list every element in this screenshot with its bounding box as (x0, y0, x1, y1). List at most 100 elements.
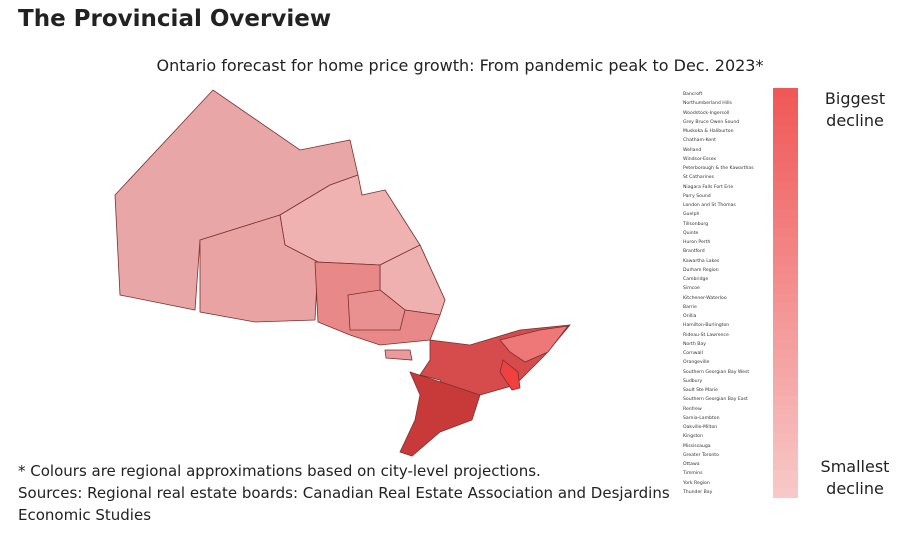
title: The Provincial Overview (18, 6, 332, 32)
region-name: Welland (683, 147, 702, 153)
scale-step (773, 302, 798, 313)
region-name: St Catharines (683, 175, 715, 181)
region-name: Niagara Falls Fort Erie (683, 184, 734, 190)
scale-step (773, 274, 798, 285)
region-name: Bancroft (683, 92, 703, 97)
region-name: Ottawa (683, 462, 700, 467)
scale-step (773, 283, 798, 294)
region-name: Durham Region (683, 267, 719, 273)
scale-step (773, 404, 798, 415)
scale-step (773, 97, 798, 108)
scale-step (773, 414, 798, 424)
region-name: Tillsonburg (683, 221, 709, 227)
footnote: * Colours are regional approximations ba… (18, 462, 541, 480)
scale-step (773, 115, 798, 126)
region (499, 359, 521, 391)
region-name: Brantford (683, 249, 705, 255)
scale-step (773, 125, 798, 136)
scale-step (773, 460, 798, 471)
region-name: Kitchener-Waterloo (683, 295, 727, 301)
region-name: Orangeville (683, 360, 710, 366)
scale-step (773, 143, 798, 154)
scale-step (773, 432, 798, 443)
region-name: Grey Bruce Owen Sound (683, 119, 740, 125)
region-name: Greater Toronto (683, 452, 719, 458)
scale-step (773, 162, 798, 173)
legend-top: Biggest decline (824, 89, 886, 130)
scale-step (773, 246, 798, 257)
scale-step (773, 339, 798, 350)
region-name: Mississauga (683, 443, 711, 449)
scale-step (773, 423, 798, 434)
region-name: York Region (683, 480, 710, 486)
scale-step (773, 348, 798, 359)
region-name: Sarnia-Lambton (683, 415, 720, 421)
scale-step (773, 395, 798, 406)
scale-step (773, 442, 798, 452)
region-name: Thunder Bay (683, 489, 713, 495)
scale-step (773, 265, 798, 275)
scale-step (773, 320, 798, 331)
scale-step (773, 470, 798, 480)
scale-step (773, 218, 798, 229)
region (347, 289, 406, 331)
legend-bottom: Smallest decline (820, 457, 890, 498)
region-name: Muskoka & Haliburton (683, 129, 734, 134)
scale-step (773, 479, 798, 490)
region-name: Cambridge (683, 277, 709, 282)
region-name: Kawartha Lakes (683, 258, 720, 264)
scale-step (773, 106, 798, 117)
scale-step (773, 209, 798, 219)
scale-step (773, 367, 798, 378)
scale-step (773, 255, 798, 266)
region-name: Windsor-Essex (683, 156, 717, 162)
region (399, 371, 481, 457)
region-name: Timmins (683, 471, 703, 477)
region-list: Bancroft Northumberland Hills Woodstock-In… (683, 90, 754, 497)
region-name: London and St Thomas (683, 203, 736, 208)
scale-step (773, 199, 798, 210)
scale-step (773, 330, 798, 341)
region-name: Southern Georgian Bay West (683, 369, 750, 375)
region-name: Sault Ste Marie (683, 388, 718, 393)
region-name: Simcoe (683, 286, 700, 292)
color-scale (773, 88, 798, 498)
region-name: Huron Perth (683, 240, 711, 245)
region-name: Chatham-Kent (683, 138, 716, 144)
scale-step (773, 153, 798, 164)
scale-step (773, 488, 798, 498)
region-name: Woodstock-Ingersoll (683, 110, 730, 116)
scale-step (773, 181, 798, 191)
region-name: Renfrew (683, 406, 702, 412)
scale-step (773, 88, 798, 98)
scale-step (773, 227, 798, 238)
scale-step (773, 237, 798, 247)
footnotes: * Colours are regional approximations ba… (18, 460, 698, 526)
region-name: Northumberland Hills (683, 101, 732, 107)
scale-step (773, 376, 798, 387)
region-name: Barrie (683, 304, 697, 310)
region-name: Sudbury (683, 378, 703, 384)
scale-step (773, 171, 798, 182)
scale-step (773, 451, 798, 462)
region-name: Orillia (683, 314, 697, 319)
region-name: Peterborough & the Kawarthas (683, 166, 754, 171)
subtitle: Ontario forecast for home price growth: … (156, 56, 764, 75)
region-name: Rideau-St Lawrence (683, 332, 729, 338)
scale-step (773, 134, 798, 145)
region-name: Cornwall (683, 351, 703, 356)
region-name: Parry Sound (683, 193, 711, 199)
region-name: Southern Georgian Bay East (683, 397, 748, 403)
scale-step (773, 358, 798, 369)
scale-step (773, 311, 798, 322)
scale-step (773, 190, 798, 201)
region-name: Oakville-Milton (683, 425, 718, 430)
region-name: Quinte (683, 230, 699, 236)
region-name: Guelph (683, 212, 700, 218)
scale-step (773, 293, 798, 303)
sources: Sources: Regional real estate boards: Ca… (18, 484, 670, 524)
region (499, 325, 569, 363)
region-name: Kingston (683, 434, 704, 440)
